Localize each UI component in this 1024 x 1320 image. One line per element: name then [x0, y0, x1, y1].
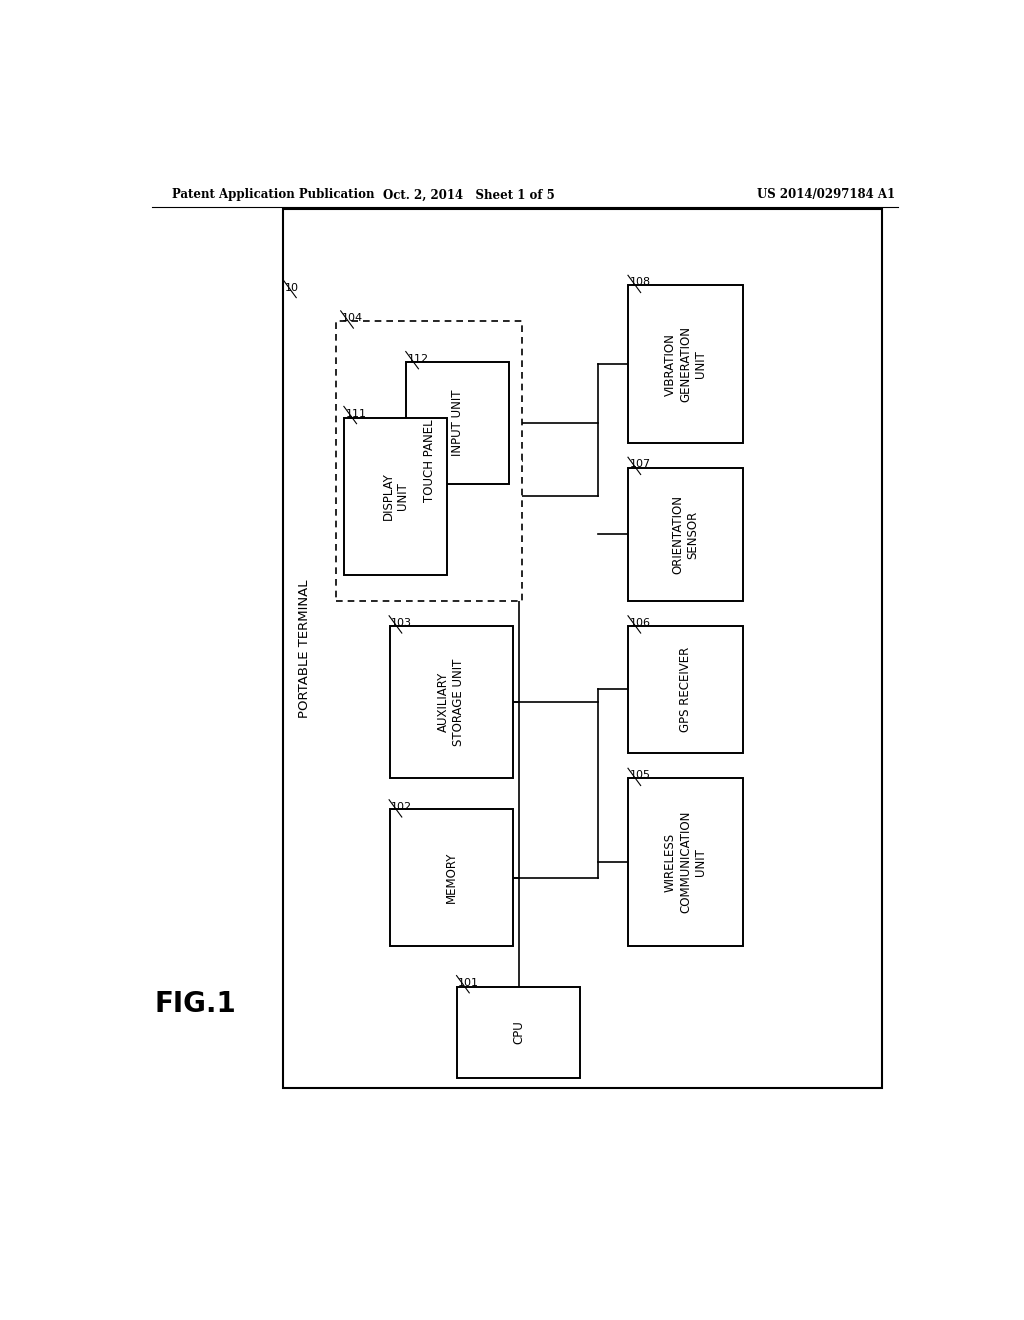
- Bar: [458, 987, 581, 1078]
- Text: MEMORY: MEMORY: [444, 851, 458, 903]
- Bar: [628, 779, 743, 946]
- Text: GPS RECEIVER: GPS RECEIVER: [679, 647, 692, 733]
- Bar: [390, 626, 513, 779]
- Text: 108: 108: [630, 277, 650, 288]
- Text: 107: 107: [630, 459, 650, 470]
- Bar: [344, 417, 447, 576]
- Bar: [628, 469, 743, 601]
- Text: 104: 104: [342, 313, 364, 323]
- Text: US 2014/0297184 A1: US 2014/0297184 A1: [758, 189, 895, 202]
- Text: 10: 10: [285, 282, 299, 293]
- Bar: [628, 626, 743, 752]
- Text: 103: 103: [391, 618, 412, 628]
- Text: DISPLAY
UNIT: DISPLAY UNIT: [382, 473, 410, 520]
- Text: 102: 102: [391, 803, 412, 812]
- Text: VIBRATION
GENERATION
UNIT: VIBRATION GENERATION UNIT: [664, 326, 707, 403]
- Text: TOUCH PANEL: TOUCH PANEL: [423, 420, 435, 502]
- Text: 111: 111: [345, 409, 367, 418]
- Text: AUXILIARY
STORAGE UNIT: AUXILIARY STORAGE UNIT: [437, 659, 465, 746]
- Text: PORTABLE TERMINAL: PORTABLE TERMINAL: [298, 579, 311, 718]
- Text: 105: 105: [630, 771, 650, 780]
- Bar: [390, 809, 513, 946]
- Text: INPUT UNIT: INPUT UNIT: [451, 389, 464, 455]
- Text: FIG.1: FIG.1: [155, 990, 237, 1018]
- Text: 112: 112: [408, 354, 428, 364]
- Text: CPU: CPU: [512, 1020, 525, 1044]
- Text: Oct. 2, 2014   Sheet 1 of 5: Oct. 2, 2014 Sheet 1 of 5: [383, 189, 555, 202]
- Bar: [283, 209, 882, 1089]
- Bar: [406, 362, 509, 483]
- Bar: [628, 285, 743, 444]
- Bar: [336, 321, 522, 601]
- Text: WIRELESS
COMMUNICATION
UNIT: WIRELESS COMMUNICATION UNIT: [664, 810, 707, 913]
- Text: ORIENTATION
SENSOR: ORIENTATION SENSOR: [672, 495, 699, 574]
- Text: Patent Application Publication: Patent Application Publication: [172, 189, 374, 202]
- Text: 101: 101: [458, 978, 479, 987]
- Text: 106: 106: [630, 618, 650, 628]
